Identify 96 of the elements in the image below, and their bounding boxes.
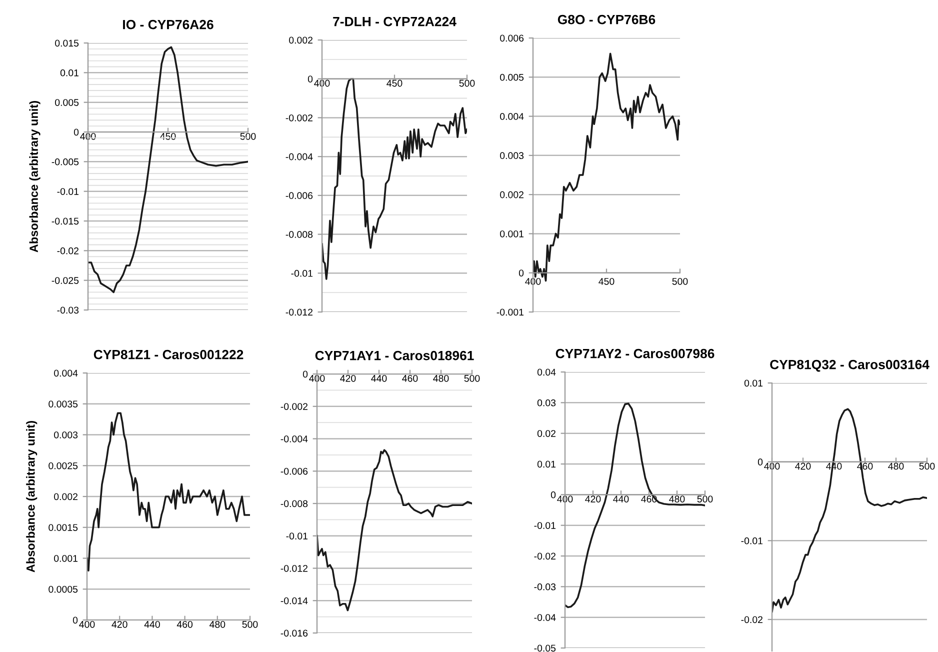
y-tick-label: 0.005 (55, 99, 79, 106)
x-tick-label: 440 (613, 496, 629, 502)
y-tick-label: 0.015 (55, 40, 79, 47)
y-tick-label: -0.025 (52, 277, 79, 284)
x-tick-label: 500 (697, 496, 713, 502)
chart-title: CYP81Q32 - Caros003164 (770, 360, 930, 372)
x-tick-label: 500 (919, 462, 935, 470)
x-tick-label: 440 (144, 620, 160, 628)
x-tick-label: 500 (242, 620, 258, 628)
chart-title: CYP71AY2 - Caros007986 (556, 348, 714, 358)
chart-title: CYP81Z1 - Caros001222 (94, 350, 244, 360)
y-tick-label: -0.03 (534, 583, 556, 590)
y-axis-title: Absorbance (arbitrary unit) (29, 100, 40, 252)
y-tick-label: -0.01 (286, 532, 308, 540)
y-tick-label: 0.002 (500, 191, 524, 198)
x-tick-label: 480 (669, 496, 685, 502)
y-tick-label: -0.006 (280, 468, 308, 475)
y-tick-label: 0.01 (744, 380, 762, 387)
y-tick-label: -0.016 (280, 630, 308, 637)
y-tick-label: -0.012 (286, 308, 312, 316)
chart-title: G8O - CYP76B6 (558, 14, 656, 24)
y-tick-label: 0.005 (500, 74, 524, 81)
x-tick-label: 480 (210, 620, 226, 628)
x-tick-label: 500 (464, 374, 480, 382)
y-tick-label: -0.02 (57, 247, 78, 254)
y-tick-label: 0.0025 (48, 462, 78, 470)
y-tick-label: -0.03 (57, 306, 79, 314)
y-tick-label: -0.004 (286, 153, 313, 160)
y-tick-label: 0.003 (500, 152, 524, 160)
x-tick-label: 500 (672, 278, 688, 285)
y-tick-label: 0 (72, 616, 78, 624)
y-tick-label: 0.0035 (48, 400, 78, 408)
x-tick-label: 460 (402, 374, 418, 382)
y-tick-label: 0.0005 (48, 586, 78, 593)
y-tick-label: 0.004 (500, 113, 524, 120)
y-tick-label: 0.002 (54, 493, 78, 500)
y-tick-label: -0.008 (280, 500, 308, 508)
x-tick-label: 400 (764, 462, 780, 470)
chart-title: CYP71AY1 - Caros018961 (315, 350, 474, 360)
x-tick-label: 480 (888, 462, 904, 470)
y-tick-label: -0.02 (741, 616, 762, 624)
y-tick-label: 0.004 (54, 370, 78, 377)
y-tick-label: 0 (74, 128, 79, 136)
x-tick-label: 400 (314, 80, 330, 87)
y-tick-label: 0.02 (537, 430, 556, 437)
y-tick-label: -0.004 (280, 435, 308, 442)
x-tick-label: 400 (309, 374, 325, 382)
y-tick-label: -0.01 (534, 522, 556, 529)
x-tick-label: 460 (176, 620, 193, 628)
x-tick-label: 420 (340, 374, 356, 382)
y-tick-label: -0.005 (52, 158, 79, 166)
y-tick-label: 0.01 (60, 69, 78, 76)
x-tick-label: 400 (525, 278, 541, 285)
chart-title: IO - CYP76A26 (123, 20, 214, 30)
y-tick-label: 0 (758, 458, 763, 466)
x-tick-label: 450 (598, 278, 614, 285)
x-tick-label: 450 (386, 80, 402, 87)
x-tick-label: 500 (459, 80, 475, 87)
y-tick-label: -0.002 (286, 114, 312, 122)
y-tick-label: -0.01 (741, 537, 762, 544)
y-tick-label: -0.015 (52, 218, 79, 225)
x-tick-label: 420 (585, 496, 601, 502)
y-tick-label: 0.006 (500, 34, 524, 42)
y-tick-label: 0.002 (289, 36, 312, 44)
y-tick-label: 0 (308, 76, 313, 82)
y-tick-label: -0.01 (291, 270, 312, 277)
x-tick-label: 420 (112, 620, 128, 628)
y-tick-label: -0.006 (286, 192, 313, 200)
y-tick-label: -0.014 (280, 597, 308, 604)
x-tick-label: 440 (371, 374, 387, 382)
y-tick-label: -0.001 (496, 308, 524, 316)
x-tick-label: 420 (795, 462, 811, 470)
line-series (317, 449, 472, 612)
y-tick-label: -0.01 (57, 188, 78, 195)
y-tick-label: 0.001 (54, 554, 78, 562)
y-tick-label: -0.008 (286, 231, 313, 238)
y-tick-label: 0.01 (537, 460, 556, 468)
y-tick-label: -0.02 (534, 552, 556, 560)
y-tick-label: 0 (302, 370, 308, 378)
y-tick-label: -0.012 (280, 564, 308, 572)
y-tick-label: -0.05 (534, 644, 556, 652)
y-tick-label: 0.04 (537, 368, 556, 376)
y-tick-label: 0.003 (54, 431, 78, 438)
y-tick-label: -0.002 (280, 403, 308, 410)
line-series (87, 412, 250, 572)
y-tick-label: 0.001 (500, 230, 524, 238)
y-tick-label: -0.04 (534, 614, 556, 621)
y-tick-label: 0.0015 (48, 524, 78, 531)
x-tick-label: 400 (79, 620, 95, 628)
x-tick-label: 480 (433, 374, 449, 382)
y-axis-title: Absorbance (arbitrary unit) (26, 420, 38, 572)
y-tick-label: 0 (550, 491, 556, 498)
y-tick-label: 0.03 (537, 399, 556, 406)
chart-title: 7-DLH - CYP72A224 (333, 16, 456, 26)
y-tick-label: 0 (518, 270, 524, 276)
x-tick-label: 500 (240, 132, 256, 140)
